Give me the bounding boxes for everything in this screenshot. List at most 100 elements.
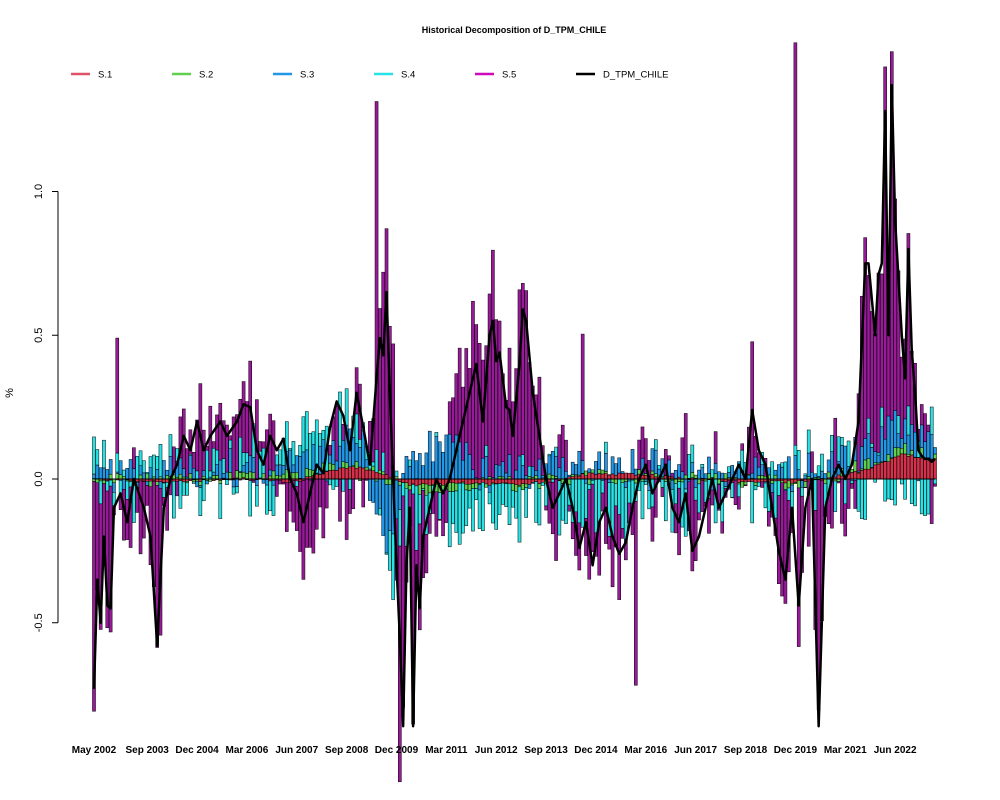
bar-s3	[577, 450, 582, 476]
bar-s4	[504, 483, 508, 507]
bar-s3	[893, 410, 897, 448]
bar-s2	[707, 473, 711, 480]
bar-s1	[597, 473, 602, 480]
bar-s3	[760, 464, 764, 476]
bar-s5	[710, 489, 715, 506]
legend-item-s-5: S.5	[475, 70, 516, 81]
bar-s5	[221, 420, 226, 459]
bar-s3	[717, 471, 721, 480]
bar-s5	[351, 478, 356, 509]
bar-s1	[354, 468, 359, 480]
bar-s3	[697, 469, 701, 480]
bar-s5	[683, 413, 688, 476]
bar-s3	[531, 466, 535, 478]
bar-s2	[521, 483, 525, 491]
bar-s5	[308, 479, 312, 548]
bar-s1	[162, 478, 166, 483]
bar-s1	[624, 472, 628, 480]
bar-s2	[275, 475, 279, 480]
bar-s3	[181, 468, 186, 478]
bar-s3	[301, 451, 306, 480]
bar-s2	[211, 475, 216, 480]
bar-s3	[427, 430, 432, 480]
bar-s3	[757, 466, 761, 476]
y-axis-label: %	[4, 388, 16, 398]
bar-s3	[723, 481, 728, 487]
bar-s3	[248, 455, 253, 473]
x-tick-label: Mar 2021	[824, 745, 867, 756]
bar-s2	[547, 473, 552, 480]
bar-s4	[381, 451, 385, 473]
bar-s5	[567, 504, 572, 512]
bar-s1	[933, 458, 937, 480]
bar-s3	[514, 469, 518, 480]
bar-s4	[138, 450, 143, 466]
bar-s1	[514, 478, 518, 485]
bar-s3	[627, 479, 631, 482]
legend-label: S.1	[98, 70, 112, 81]
bar-s5	[261, 441, 266, 449]
bar-s5	[278, 479, 282, 485]
bar-s3	[162, 460, 166, 480]
bar-s3	[843, 445, 848, 476]
bar-s2	[371, 465, 376, 471]
bar-s5	[165, 487, 169, 531]
bar-s3	[148, 467, 153, 480]
bar-s4	[657, 465, 661, 470]
bar-s1	[524, 478, 528, 485]
bar-s3	[271, 480, 276, 486]
x-tick-label: Dec 2004	[175, 745, 219, 756]
bar-s4	[547, 453, 552, 457]
bar-s1	[471, 478, 475, 484]
bar-s4	[155, 456, 159, 470]
bar-s2	[760, 475, 764, 480]
bar-s4	[687, 454, 691, 479]
bar-s1	[477, 478, 482, 484]
bar-s4	[125, 480, 130, 500]
bar-s5	[650, 506, 655, 542]
bar-s3	[866, 433, 871, 459]
bar-s2	[408, 485, 412, 491]
bar-s3	[398, 484, 402, 510]
bar-s3	[464, 442, 469, 480]
bar-s4	[933, 478, 937, 485]
bar-s3	[112, 482, 116, 493]
bar-s5	[497, 320, 502, 466]
bar-s4	[374, 449, 379, 473]
bar-s2	[683, 474, 688, 480]
bar-s5	[178, 416, 183, 459]
bar-s1	[504, 478, 508, 484]
bar-s1	[467, 478, 472, 485]
bar-s1	[850, 472, 854, 480]
bar-s4	[301, 416, 306, 453]
bar-s5	[743, 484, 748, 487]
bar-s5	[697, 512, 701, 521]
bar-s5	[437, 519, 442, 521]
bar-s4	[883, 478, 887, 502]
bar-s2	[198, 481, 203, 486]
bar-s2	[690, 472, 695, 478]
bar-s3	[128, 459, 133, 480]
bar-s4	[876, 452, 881, 456]
bar-s2	[783, 482, 788, 490]
bar-s4	[208, 470, 213, 478]
bar-s3	[92, 473, 96, 479]
bar-s2	[550, 475, 555, 480]
bar-s1	[324, 471, 329, 480]
bar-s2	[228, 472, 233, 480]
bar-s4	[115, 452, 120, 473]
bar-s3	[95, 464, 100, 479]
bar-s5	[560, 424, 565, 458]
bar-s5	[464, 348, 469, 443]
chart-legend: S.1 S.2 S.3 S.4 S.5 D_TPM_CHILE	[71, 70, 668, 81]
bar-s5	[680, 437, 685, 472]
bar-s2	[331, 464, 336, 471]
bar-s3	[441, 452, 445, 480]
bar-s4	[574, 478, 578, 513]
bar-s5	[767, 511, 771, 527]
bar-s3	[693, 478, 698, 489]
bar-s5	[348, 489, 352, 514]
bar-s2	[620, 478, 625, 484]
bar-s4	[517, 486, 522, 543]
x-tick-label: Sep 2003	[125, 745, 169, 756]
